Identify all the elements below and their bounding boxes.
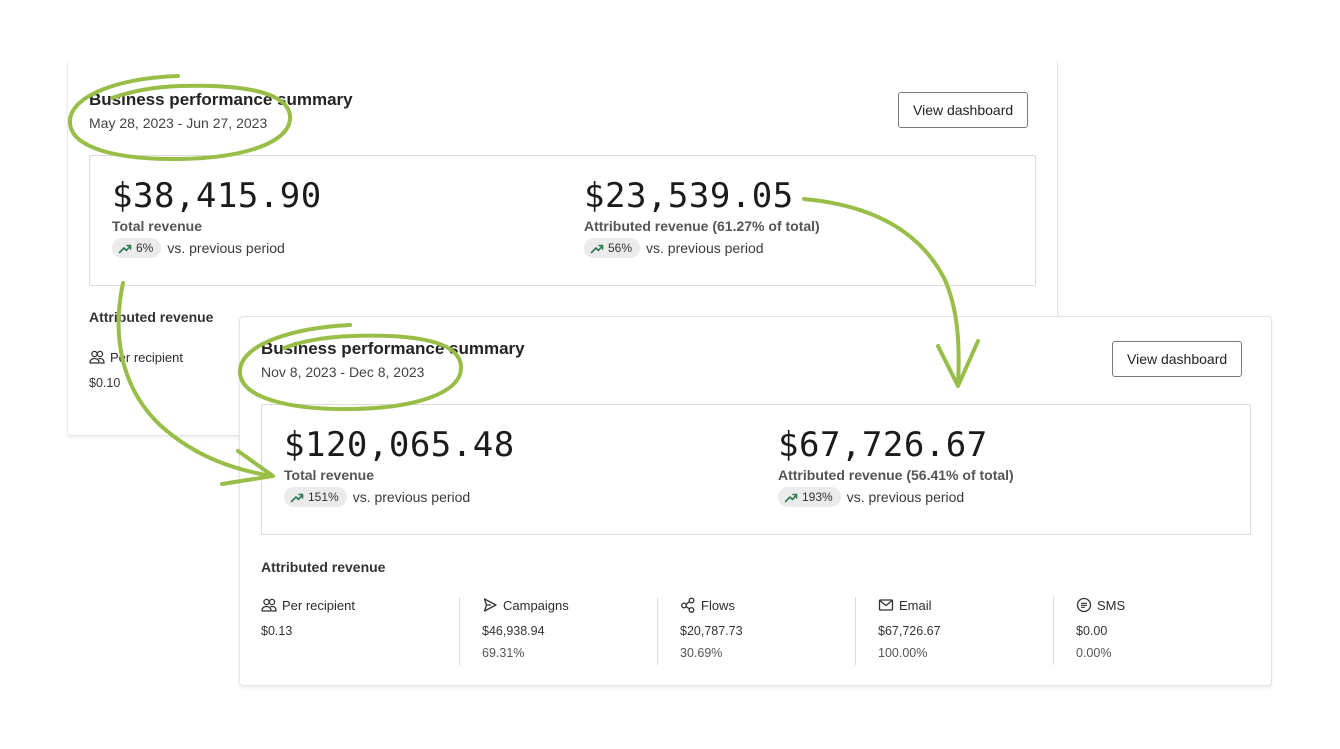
view-dashboard-button[interactable]: View dashboard <box>1112 341 1243 377</box>
stat-label: Flows <box>701 597 735 613</box>
attributed-revenue-metric: $23,539.05 Attributed revenue (61.27% of… <box>584 176 820 258</box>
total-revenue-metric: $120,065.48 Total revenue 151% vs. previ… <box>284 425 515 507</box>
stat-value: $20,787.73 <box>680 624 743 638</box>
comparison-text: vs. previous period <box>167 240 285 256</box>
stat-per-recipient: Per recipient $0.13 <box>261 597 459 665</box>
people-icon <box>89 350 105 364</box>
change-badge: 151% <box>284 487 347 507</box>
trend-up-icon <box>290 493 304 503</box>
send-icon <box>483 598 497 612</box>
total-revenue-value: $38,415.90 <box>112 176 322 216</box>
stat-percent: 0.00% <box>1076 646 1112 660</box>
total-revenue-metric: $38,415.90 Total revenue 6% vs. previous… <box>112 176 322 258</box>
stat-header: Campaigns <box>482 597 657 613</box>
change-percent: 193% <box>802 490 833 504</box>
section-title: Attributed revenue <box>89 309 214 325</box>
total-revenue-label: Total revenue <box>284 467 374 483</box>
change-percent: 56% <box>608 241 633 255</box>
attributed-revenue-value: $67,726.67 <box>778 425 988 465</box>
trend-up-icon <box>590 244 604 254</box>
sms-icon <box>1076 597 1092 613</box>
people-icon <box>261 598 277 612</box>
trend-row: 56% vs. previous period <box>584 238 820 258</box>
flow-icon <box>681 597 695 613</box>
date-range: May 28, 2023 - Jun 27, 2023 <box>89 115 268 131</box>
stat-percent: 100.00% <box>878 646 928 660</box>
stat-campaigns: Campaigns $46,938.94 69.31% <box>459 597 657 665</box>
stat-percent: 30.69% <box>680 646 723 660</box>
stat-flows: Flows $20,787.73 30.69% <box>657 597 855 665</box>
change-badge: 193% <box>778 487 841 507</box>
total-revenue-value: $120,065.48 <box>284 425 515 465</box>
comparison-text: vs. previous period <box>352 489 471 505</box>
stat-label: Campaigns <box>503 597 569 613</box>
change-badge: 56% <box>584 238 641 258</box>
stat-header: Per recipient <box>89 349 183 365</box>
view-dashboard-button[interactable]: View dashboard <box>898 92 1029 128</box>
attributed-revenue-stats: Per recipient $0.13 Campaigns $46,938.94… <box>261 597 1251 665</box>
stat-header: SMS <box>1076 597 1251 613</box>
stat-label: Email <box>899 597 932 613</box>
stat-email: Email $67,726.67 100.00% <box>855 597 1053 665</box>
stat-header: Flows <box>680 597 855 613</box>
trend-up-icon <box>118 244 132 254</box>
revenue-metrics-box: $38,415.90 Total revenue 6% vs. previous… <box>89 155 1036 286</box>
section-title: Attributed revenue <box>261 559 386 575</box>
trend-up-icon <box>784 493 798 503</box>
trend-row: 193% vs. previous period <box>778 487 1014 507</box>
attributed-revenue-metric: $67,726.67 Attributed revenue (56.41% of… <box>778 425 1014 507</box>
stat-label: SMS <box>1097 597 1126 613</box>
stat-value: $0.13 <box>261 624 293 638</box>
date-range: Nov 8, 2023 - Dec 8, 2023 <box>261 364 425 380</box>
stat-value: $46,938.94 <box>482 624 545 638</box>
trend-row: 151% vs. previous period <box>284 487 515 507</box>
envelope-icon <box>878 599 894 611</box>
stat-header: Per recipient <box>261 597 459 613</box>
attributed-revenue-value: $23,539.05 <box>584 176 794 216</box>
total-revenue-label: Total revenue <box>112 218 202 234</box>
stat-value: $0.10 <box>89 376 121 390</box>
stat-header: Email <box>878 597 1053 613</box>
stat-percent: 69.31% <box>482 646 525 660</box>
attributed-revenue-label: Attributed revenue (61.27% of total) <box>584 218 820 234</box>
change-percent: 151% <box>308 490 339 504</box>
front-summary-card: Business performance summary Nov 8, 2023… <box>239 316 1272 686</box>
stat-sms: SMS $0.00 0.00% <box>1053 597 1251 665</box>
comparison-text: vs. previous period <box>846 489 965 505</box>
stat-value: $67,726.67 <box>878 624 941 638</box>
comparison-text: vs. previous period <box>646 240 764 256</box>
trend-row: 6% vs. previous period <box>112 238 322 258</box>
revenue-metrics-box: $120,065.48 Total revenue 151% vs. previ… <box>261 404 1251 535</box>
stat-label: Per recipient <box>110 349 183 365</box>
page-title: Business performance summary <box>89 90 353 109</box>
per-recipient-stat: Per recipient $0.10 <box>89 349 183 391</box>
stat-label: Per recipient <box>282 597 355 613</box>
change-badge: 6% <box>112 238 162 258</box>
stat-value: $0.00 <box>1076 624 1108 638</box>
attributed-revenue-label: Attributed revenue (56.41% of total) <box>778 467 1014 483</box>
page-title: Business performance summary <box>261 339 525 358</box>
change-percent: 6% <box>136 241 154 255</box>
